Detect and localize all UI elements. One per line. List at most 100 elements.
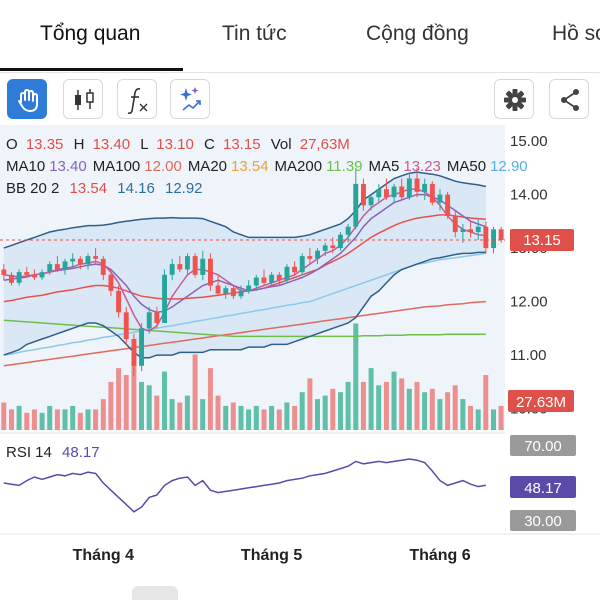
y-tick-label: 14.00 (510, 187, 548, 204)
volume-bar (399, 378, 405, 430)
tab-overview[interactable]: Tổng quan (40, 22, 141, 45)
candle-body (384, 189, 389, 198)
hand-tool-button[interactable] (7, 79, 47, 119)
candle-body (32, 274, 37, 278)
rsi-30-badge (510, 510, 576, 531)
volume-bar (368, 368, 374, 430)
tab-profile[interactable]: Hồ sơ (552, 22, 600, 45)
x-tick-label: Tháng 4 (73, 547, 134, 564)
bb-legend: BB 20 2 13.54 14.16 12.92 (6, 180, 203, 197)
volume-bar (31, 409, 37, 430)
volume-bar (139, 381, 144, 430)
ma200-line (3, 319, 486, 338)
x-tick-label: Tháng 6 (409, 547, 470, 564)
tab-news[interactable]: Tin tức (222, 22, 287, 45)
rsi-value: 48.17 (62, 444, 100, 461)
candle-body (491, 229, 496, 248)
high-label: H (74, 136, 85, 153)
candle-body (100, 258, 106, 275)
settings-icon (504, 89, 526, 111)
candlestick-icon (75, 89, 94, 110)
volume-bar (47, 405, 53, 430)
volume-bar (483, 375, 489, 430)
share-button[interactable] (549, 79, 589, 119)
volume-bars (1, 323, 504, 431)
candle-body (154, 312, 160, 323)
low-value: 13.10 (156, 136, 194, 153)
candle-body (406, 178, 412, 198)
candle-body (422, 183, 428, 192)
x-axis-ticks: Tháng 4 Tháng 5 Tháng 6 (73, 547, 471, 564)
volume-bar (192, 354, 198, 430)
volume-badge-label: 27.63M (516, 394, 566, 411)
volume-bar (108, 381, 114, 430)
candle-body (9, 274, 14, 283)
candle-body (208, 258, 213, 286)
ma-legend: MA10 13.40 MA100 12.00 MA20 13.54 MA200 11.39 MA… (6, 158, 528, 175)
volume-badge-bg (508, 390, 574, 412)
candle-body (24, 272, 30, 275)
price-badge-label: 13.15 (523, 232, 561, 249)
y-tick-label: 15.00 (510, 133, 548, 150)
volume-bar (215, 395, 221, 430)
candle-body (62, 261, 68, 270)
ma10-line (3, 193, 487, 314)
candle-body (85, 256, 91, 265)
function-icon (127, 88, 148, 115)
rsi-line (3, 458, 487, 513)
indicators-button[interactable] (117, 79, 157, 119)
share-icon (561, 89, 579, 111)
volume-bar (177, 402, 183, 430)
candle-body (223, 288, 229, 294)
volume-bar (54, 409, 60, 430)
ai-analysis-button[interactable] (170, 79, 210, 119)
candle-body (253, 277, 259, 286)
candle-body (292, 266, 297, 273)
volume-badge: 27.63M (508, 390, 574, 412)
current-price-badge: 13.15 (510, 229, 574, 251)
sparkle-icon (180, 87, 201, 111)
candle-body (460, 229, 466, 232)
candle-body (307, 256, 313, 259)
volume-bar (100, 399, 106, 430)
volume-bar (261, 409, 267, 430)
settings-button[interactable] (494, 79, 534, 119)
ma-legend-name: MA200 (275, 158, 323, 175)
candle-body (299, 256, 305, 273)
ma-legend-value: 12.00 (144, 158, 182, 175)
x-tick-label: Tháng 5 (241, 547, 302, 564)
candle-body (16, 272, 22, 283)
candle-body (123, 312, 129, 340)
timeframe-bar (132, 586, 178, 600)
chart-type-button[interactable] (63, 79, 103, 119)
candlesticks (1, 167, 504, 377)
ma-legend-name: MA100 (93, 158, 141, 175)
ma-legend-value: 13.54 (231, 158, 269, 175)
ma-legend-name: MA10 (6, 158, 45, 175)
volume-bar (338, 392, 343, 430)
candle-body (246, 285, 252, 291)
volume-bar (184, 395, 190, 430)
hand-icon (18, 89, 38, 112)
volume-bar (292, 405, 298, 430)
volume-bar (77, 412, 83, 430)
volume-bar (391, 371, 397, 430)
volume-bar (353, 323, 359, 430)
candle-body (429, 183, 435, 203)
candle-body (131, 339, 137, 366)
volume-bar (207, 368, 213, 430)
tab-community[interactable]: Cộng đồng (366, 22, 469, 45)
timeframe-selected-chip[interactable] (132, 586, 178, 600)
volume-bar (93, 409, 99, 430)
volume-bar (269, 405, 275, 430)
chart-toolbar (0, 73, 600, 125)
volume-bar (154, 395, 160, 430)
candle-body (116, 290, 121, 313)
volume-bar (62, 409, 68, 430)
volume-bar (345, 381, 351, 430)
rsi-70-label: 70.00 (524, 438, 562, 455)
ohlc-legend: O 13.35 H 13.40 L 13.10 C 13.15 Vol 27,6… (6, 136, 350, 153)
